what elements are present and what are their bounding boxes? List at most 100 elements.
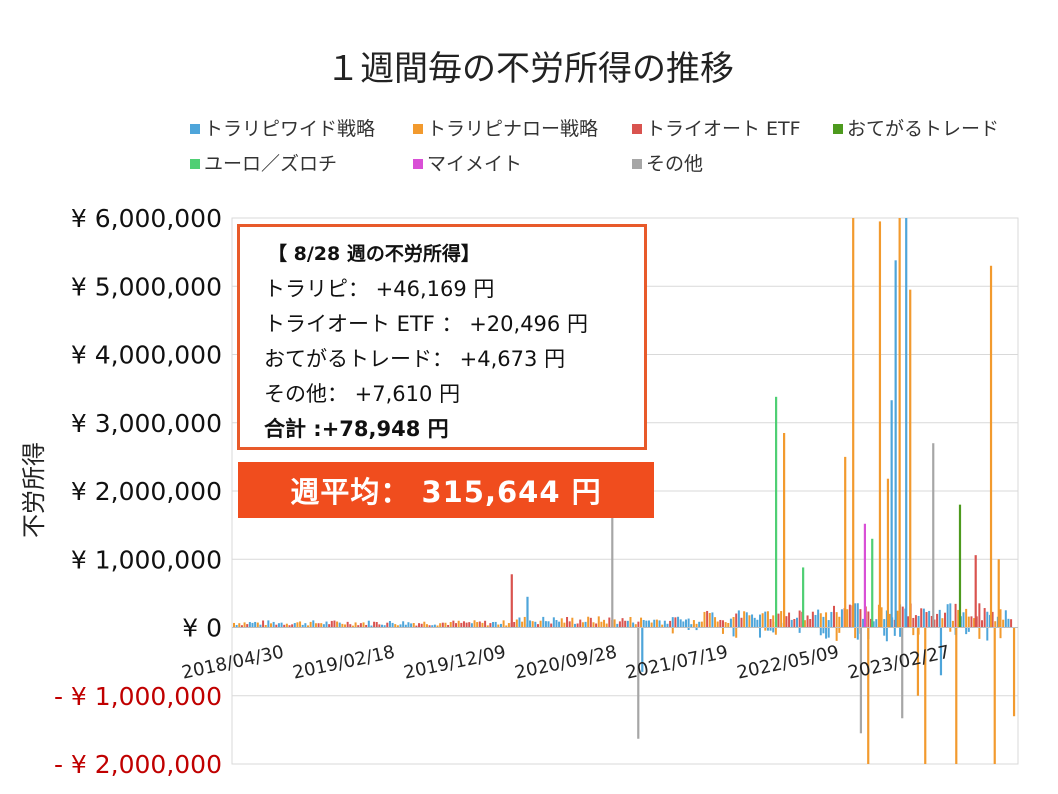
income-line-triauto-etf: トライオート ETF ： +20,496 円 — [264, 312, 588, 336]
weekly-bar — [267, 620, 270, 628]
weekly-bar — [381, 624, 384, 628]
weekly-bar — [322, 624, 325, 628]
weekly-bar — [391, 622, 394, 628]
legend-label: トラリピワイド戦略 — [204, 118, 375, 140]
y-tick-label: ¥ 1,000,000 — [71, 545, 222, 574]
weekly-bar — [259, 624, 262, 628]
weekly-bar — [690, 624, 693, 628]
weekly-bar — [396, 625, 399, 628]
weekly-bar — [473, 620, 476, 628]
weekly-bar — [848, 604, 851, 628]
notable-bar — [894, 260, 897, 628]
weekly-bar — [806, 615, 809, 628]
weekly-bar — [748, 615, 751, 628]
weekly-bar — [875, 619, 878, 628]
weekly-bar — [883, 619, 886, 628]
weekly-bar — [830, 611, 833, 628]
weekly-bar — [727, 622, 730, 628]
weekly-bar — [854, 603, 857, 628]
weekly-bar-negative — [825, 627, 828, 639]
weekly-bar — [542, 616, 545, 628]
y-tick-label: ¥ 6,000,000 — [71, 204, 222, 233]
weekly-bar — [312, 620, 315, 628]
weekly-bar — [455, 623, 458, 628]
weekly-bar — [418, 623, 421, 628]
weekly-bar — [999, 609, 1002, 628]
weekly-bar — [978, 603, 981, 628]
weekly-bar — [846, 609, 849, 628]
weekly-bar — [386, 622, 389, 628]
weekly-bar — [603, 619, 606, 628]
weekly-bar — [658, 620, 661, 628]
weekly-bar — [470, 623, 473, 628]
weekly-bar — [484, 620, 487, 628]
weekly-bar — [634, 624, 637, 628]
weekly-bar — [476, 622, 479, 628]
y-axis-label: 不労所得 — [20, 442, 48, 538]
legend-label: ユーロ／ズロチ — [204, 153, 337, 175]
x-tick-label: 2019/02/18 — [291, 642, 397, 684]
income-total: 合計 :+78,948 円 — [264, 417, 449, 441]
y-tick-label: - ¥ 2,000,000 — [54, 750, 222, 779]
bars — [233, 218, 1016, 764]
weekly-bar — [595, 623, 598, 628]
weekly-bar — [502, 620, 505, 628]
weekly-bar — [309, 621, 312, 628]
weekly-bar — [375, 622, 378, 628]
notable-bar — [924, 627, 927, 764]
weekly-bar — [262, 620, 265, 628]
notable-bar — [932, 443, 935, 628]
weekly-bar — [766, 611, 769, 628]
legend-label: その他 — [646, 153, 703, 175]
income-line-other: その他： +7,610 円 — [264, 382, 461, 406]
weekly-bar — [394, 624, 397, 628]
weekly-bar — [827, 620, 830, 628]
weekly-bar — [798, 610, 801, 628]
weekly-bar-negative — [949, 627, 952, 632]
weekly-bar — [917, 615, 920, 628]
weekly-bar — [270, 623, 273, 628]
weekly-bar — [780, 611, 783, 628]
weekly-bar — [399, 624, 402, 628]
weekly-bar — [529, 620, 532, 628]
weekly-bar — [640, 617, 643, 628]
weekly-bar-negative — [671, 627, 674, 634]
weekly-bar — [515, 619, 518, 628]
weekly-bar — [589, 617, 592, 628]
weekly-bar — [1002, 619, 1005, 628]
weekly-bar-negative — [774, 627, 777, 635]
weekly-bar — [991, 611, 994, 628]
weekly-bar — [240, 625, 243, 628]
x-tick-label: 2021/07/19 — [624, 642, 730, 684]
weekly-bar — [288, 625, 291, 628]
weekly-bar — [825, 612, 828, 628]
legend-swatch — [413, 124, 423, 134]
y-tick-label: ¥ 5,000,000 — [71, 272, 222, 301]
weekly-bar — [951, 620, 954, 628]
weekly-bar — [743, 611, 746, 628]
weekly-bar — [732, 617, 735, 628]
weekly-bar — [822, 616, 825, 628]
weekly-bar — [653, 619, 656, 628]
y-axis-ticks: ¥ 6,000,000 ¥ 5,000,000 ¥ 4,000,000 ¥ 3,000… — [54, 204, 222, 779]
weekly-bar — [677, 616, 680, 628]
weekly-bar — [925, 612, 928, 628]
weekly-bar — [388, 620, 391, 628]
weekly-bar — [444, 622, 447, 628]
notable-bar — [958, 504, 962, 628]
weekly-bar — [560, 618, 563, 628]
x-tick-label: 2018/04/30 — [180, 642, 286, 684]
weekly-bar-negative — [883, 627, 886, 636]
legend: トラリピワイド戦略 トラリピナロー戦略 トライオート ETF おてがるトレードユーロ／… — [190, 118, 999, 175]
weekly-bar — [764, 611, 767, 628]
weekly-average-banner: 週平均： 315,644 円 — [238, 462, 654, 518]
notable-bar — [898, 218, 901, 628]
weekly-bar — [679, 619, 682, 628]
weekly-bar — [336, 621, 339, 628]
notable-bar — [909, 289, 912, 628]
weekly-bar — [811, 611, 814, 628]
weekly-bar — [275, 624, 278, 628]
weekly-bar — [573, 623, 576, 628]
weekly-bar — [357, 625, 360, 628]
weekly-bar — [436, 625, 439, 628]
